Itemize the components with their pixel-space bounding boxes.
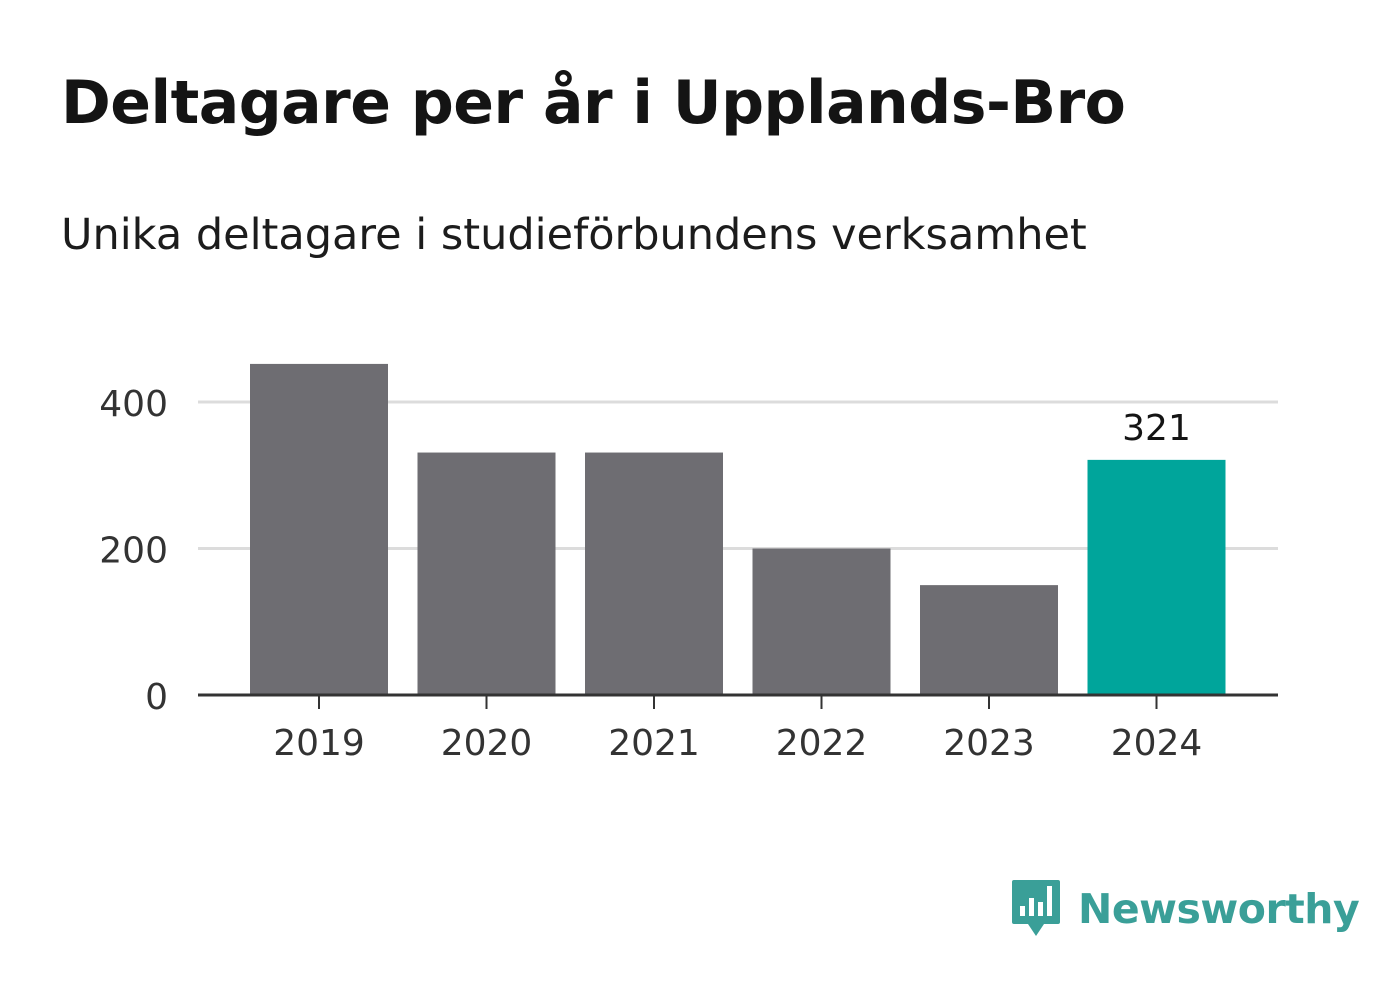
newsworthy-logo-icon [1012,880,1060,936]
x-tick-label-2019: 2019 [273,723,365,764]
bar-2019 [250,363,388,695]
chart-title: Deltagare per år i Upplands-Bro [61,68,1126,138]
y-tick-label-0: 0 [145,677,168,718]
bar-2024 [1087,459,1226,695]
newsworthy-logo: Newsworthy [1010,878,1360,940]
x-tick-label-2023: 2023 [943,723,1035,764]
x-tick-label-2021: 2021 [608,723,700,764]
data-label-2024: 321 [1122,408,1191,449]
y-tick-label-200: 200 [99,531,168,572]
y-tick-label-400: 400 [99,384,168,425]
chart-subtitle: Unika deltagare i studieförbundens verks… [61,210,1087,260]
x-tick-label-2024: 2024 [1111,723,1203,764]
x-tick-label-2022: 2022 [776,723,868,764]
bar-2022 [752,548,891,695]
bar-2020 [417,452,556,695]
bar-2023 [920,585,1058,695]
brand-name: Newsworthy [1078,885,1360,933]
bar-2021 [585,452,723,695]
x-tick-label-2020: 2020 [441,723,533,764]
